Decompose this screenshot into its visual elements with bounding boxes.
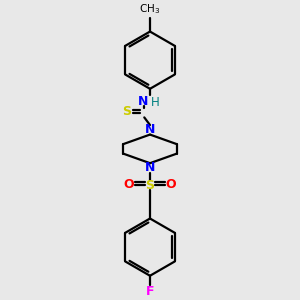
Text: CH$_3$: CH$_3$ [140,2,160,16]
Text: S: S [146,178,154,192]
Text: O: O [166,178,176,191]
Text: N: N [138,95,148,108]
Text: N: N [145,123,155,136]
Text: O: O [124,178,134,191]
Text: N: N [145,161,155,175]
Text: S: S [122,105,131,118]
Text: H: H [150,96,159,109]
Text: F: F [146,284,154,298]
